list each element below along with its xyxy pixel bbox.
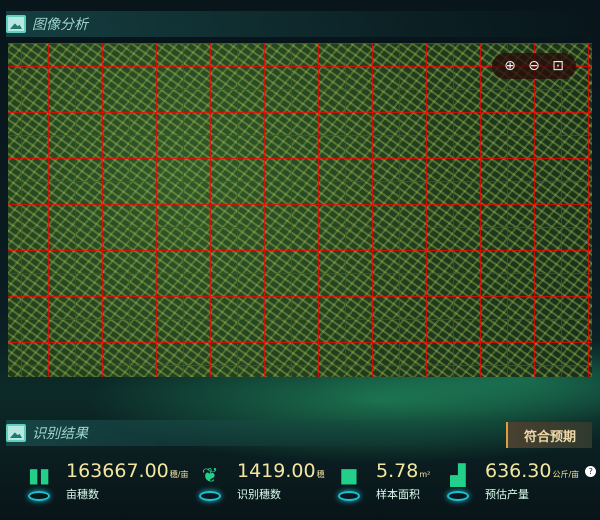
zoom-in-icon[interactable]: ⊕ [504, 58, 516, 74]
pedestal-icon [28, 491, 50, 501]
stat-value: 636.30 [485, 460, 552, 482]
stat-unit: m² [419, 470, 431, 479]
stat-value: 163667.00 [66, 460, 169, 482]
zoom-toolbar: ⊕ ⊖ ⊡ [492, 53, 576, 79]
stat-label: 预估产量 [485, 488, 529, 501]
area-square-icon: ■ [339, 463, 359, 487]
image-icon [6, 15, 26, 33]
stat-unit: 公斤/亩 [552, 470, 580, 479]
stat-label: 样本面积 [376, 488, 420, 501]
results-header: 识别结果 [6, 420, 496, 446]
zoom-out-icon[interactable]: ⊖ [528, 58, 540, 74]
section-title: 图像分析 [32, 17, 88, 33]
stat-value: 1419.00 [237, 460, 316, 482]
wheat-icon: ❦ [201, 463, 219, 487]
fit-screen-icon[interactable]: ⊡ [552, 58, 564, 74]
help-icon[interactable]: ? [585, 466, 597, 477]
section-title: 识别结果 [32, 426, 88, 442]
stat-unit: 穗/亩 [169, 470, 189, 479]
bar-chart-icon: ▟ [450, 463, 466, 487]
pedestal-icon [338, 491, 360, 501]
status-badge: 符合预期 [506, 422, 592, 448]
pedestal-icon [199, 491, 221, 501]
stat-value: 5.78 [376, 460, 419, 482]
stat-unit: 穗 [316, 470, 325, 479]
stat-label: 亩穗数 [66, 488, 99, 501]
image-analysis-header: 图像分析 [6, 11, 596, 37]
stat-label: 识别穗数 [237, 488, 281, 501]
image-icon [6, 424, 26, 442]
grain-blocks-icon: ▮▮ [27, 463, 50, 487]
pedestal-icon [447, 491, 469, 501]
detection-image-viewer[interactable]: ⊕ ⊖ ⊡ [8, 43, 592, 377]
